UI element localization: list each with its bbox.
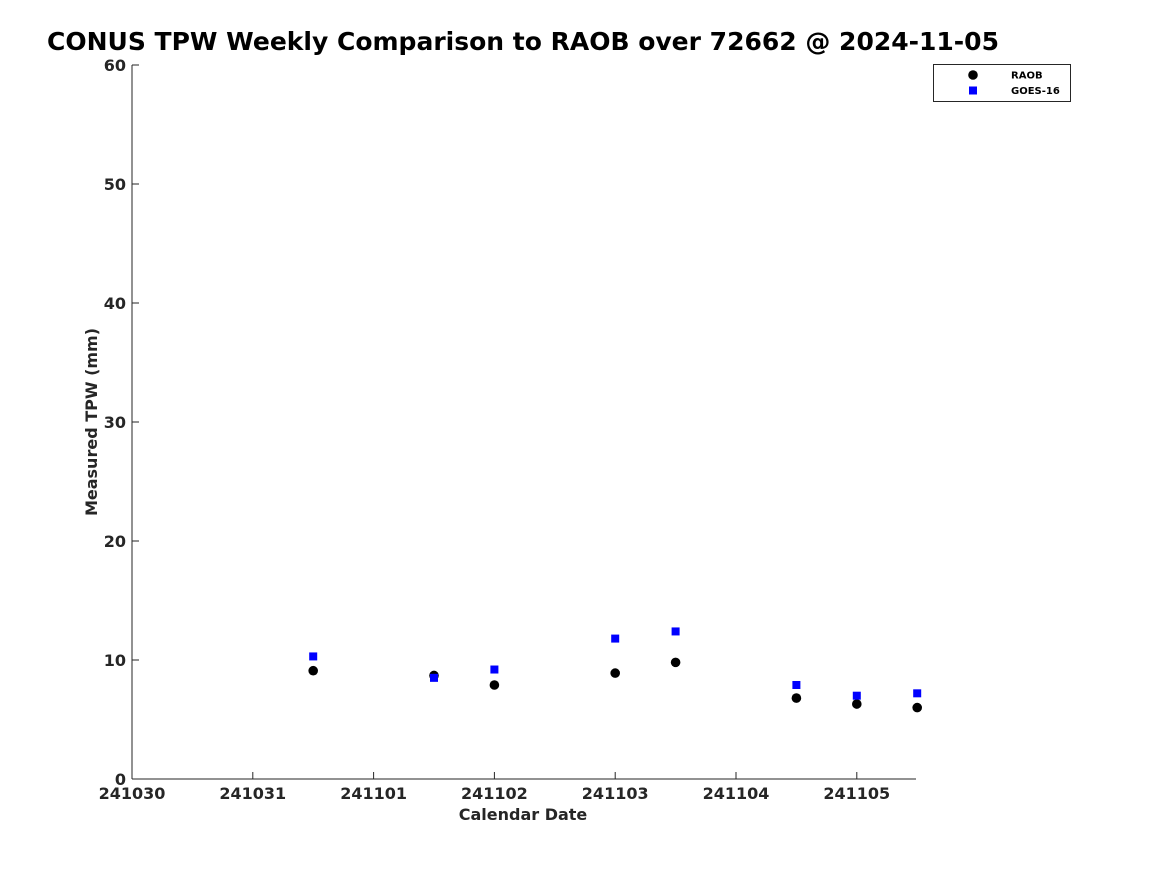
y-tick-label: 40 bbox=[104, 294, 126, 313]
y-tick-label: 30 bbox=[104, 413, 126, 432]
legend-entry-label: RAOB bbox=[1011, 71, 1043, 82]
x-axis-label: Calendar Date bbox=[459, 805, 588, 824]
y-tick-label: 10 bbox=[104, 651, 126, 670]
y-axis-ticks: 0 10 20 30 40 50 60 bbox=[104, 56, 139, 789]
y-tick-label: 50 bbox=[104, 175, 126, 194]
legend-marker bbox=[969, 86, 977, 95]
data-point-square bbox=[913, 689, 922, 698]
x-tick-label: 241105 bbox=[823, 784, 890, 803]
chart-title: CONUS TPW Weekly Comparison to RAOB over… bbox=[47, 27, 999, 56]
data-point-square bbox=[611, 634, 620, 643]
data-point-square bbox=[792, 680, 801, 689]
data-point-square bbox=[671, 627, 680, 636]
data-point-circle bbox=[852, 699, 862, 709]
legend-box bbox=[933, 64, 1071, 102]
x-tick-label: 241031 bbox=[219, 784, 286, 803]
data-point-square bbox=[490, 665, 499, 674]
legend: RAOB GOES-16 bbox=[933, 64, 1071, 102]
data-point-square bbox=[852, 691, 861, 700]
data-point-square bbox=[430, 673, 438, 682]
data-point-circle bbox=[610, 668, 620, 678]
y-axis-label: Measured TPW (mm) bbox=[82, 328, 101, 516]
x-tick-label: 241101 bbox=[340, 784, 407, 803]
data-point-circle bbox=[489, 680, 500, 690]
data-points bbox=[308, 627, 922, 713]
data-point-circle bbox=[670, 657, 681, 668]
x-tick-label: 241102 bbox=[461, 784, 528, 803]
y-tick-label: 20 bbox=[104, 532, 126, 551]
legend-entry-label: GOES-16 bbox=[1011, 86, 1060, 97]
x-tick-label: 241103 bbox=[582, 784, 649, 803]
data-point-circle bbox=[308, 665, 319, 676]
x-tick-label: 241030 bbox=[99, 784, 166, 803]
axes bbox=[131, 65, 916, 780]
data-point-square bbox=[309, 652, 318, 661]
series-raob bbox=[308, 657, 922, 713]
y-tick-label: 60 bbox=[104, 56, 126, 75]
data-point-circle bbox=[791, 693, 802, 703]
y-tick-label: 0 bbox=[115, 770, 126, 789]
data-point-circle bbox=[912, 702, 922, 713]
x-axis-ticks: 241030 241031 241101 241102 241103 241104 2411… bbox=[99, 772, 890, 803]
series-goes-16 bbox=[309, 627, 922, 700]
legend-marker bbox=[968, 70, 978, 80]
x-tick-label: 241104 bbox=[703, 784, 770, 803]
